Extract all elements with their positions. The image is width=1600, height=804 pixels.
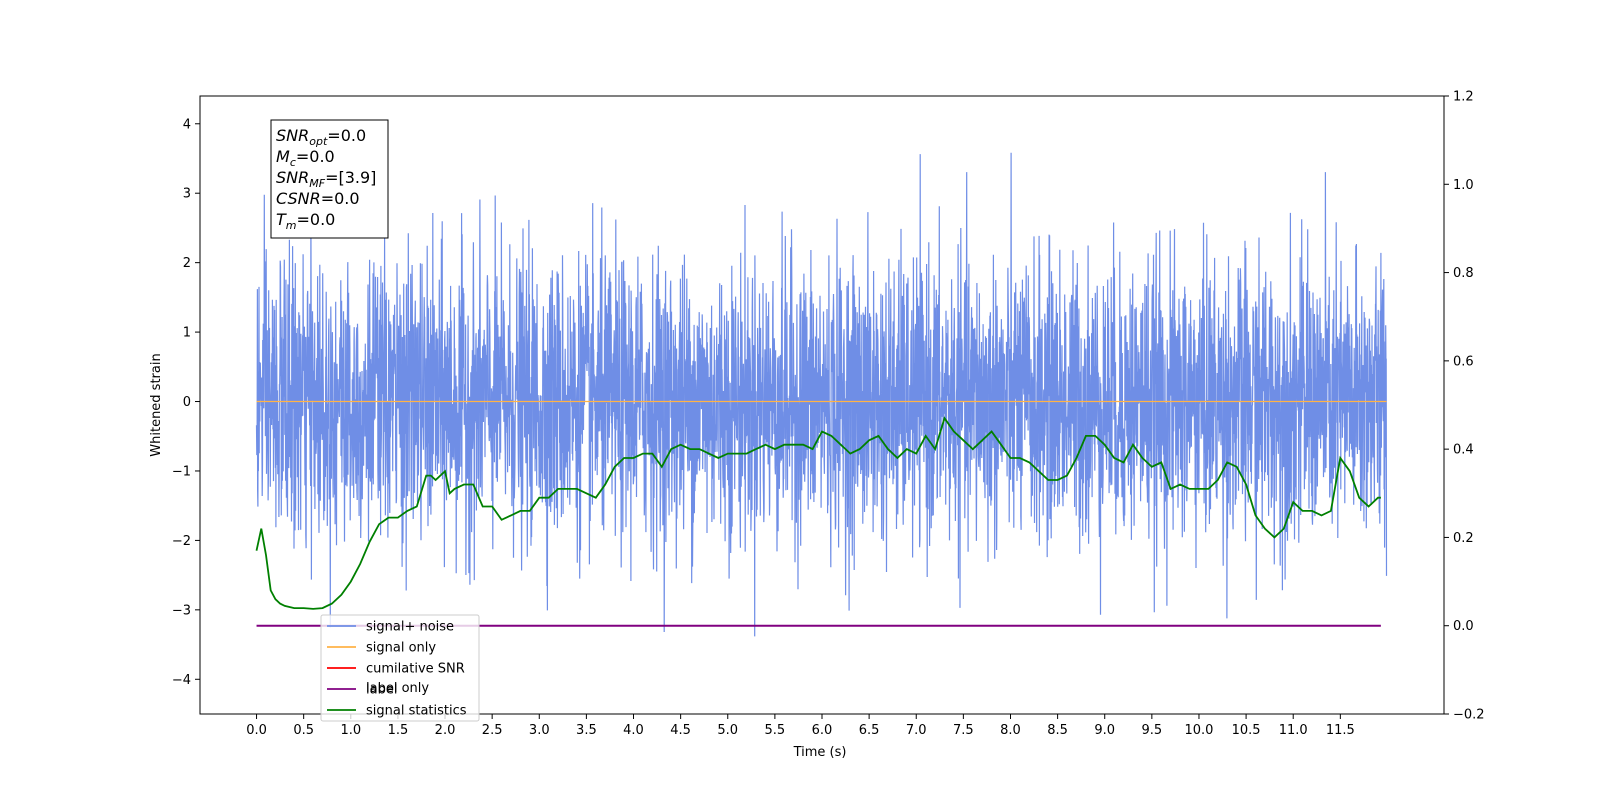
- x-tick-label: 1.0: [340, 723, 361, 738]
- x-tick-label: 6.0: [812, 723, 833, 738]
- legend-entry: label: [366, 683, 397, 698]
- annotation-line: SNRopt=0.0: [276, 126, 366, 148]
- x-tick-label: 2.5: [482, 723, 503, 738]
- y-tick-label: 3: [183, 187, 191, 202]
- x-tick-label: 5.0: [717, 723, 738, 738]
- annotation-line: SNRMF=[3.9]: [276, 168, 376, 190]
- signal-noise-series: [255, 152, 1388, 637]
- legend-overlap-text: label only: [366, 681, 429, 696]
- x-tick-label: 8.0: [1000, 723, 1021, 738]
- x-tick-label: 5.5: [765, 723, 786, 738]
- y2-tick-label: −0.2: [1453, 708, 1485, 723]
- annotation-line: Mc=0.0: [276, 147, 335, 169]
- y-axis-right: −0.2 0.0 0.2 0.4 0.6 0.8 1.0 1.2: [1444, 90, 1485, 723]
- x-tick-label: 7.0: [906, 723, 927, 738]
- annotation-line: Tm=0.0: [276, 210, 335, 232]
- x-tick-label: 11.0: [1279, 723, 1308, 738]
- legend: label only signal+ noise signal only cumila…: [320, 614, 480, 722]
- x-tick-label: 3.5: [576, 723, 597, 738]
- x-tick-label: 11.5: [1326, 723, 1355, 738]
- x-tick-label: 8.5: [1047, 723, 1068, 738]
- y2-tick-label: 0.4: [1453, 443, 1474, 458]
- x-tick-label: 3.0: [529, 723, 550, 738]
- legend-entry: signal+ noise: [366, 620, 454, 635]
- y-tick-label: −1: [172, 464, 191, 479]
- x-tick-label: 0.0: [246, 723, 267, 738]
- y2-tick-label: 1.0: [1453, 178, 1474, 193]
- legend-entry: signal only: [366, 641, 436, 656]
- x-tick-label: 10.0: [1184, 723, 1213, 738]
- signal-statistics-line: [255, 416, 1381, 610]
- y2-tick-label: 1.2: [1453, 90, 1474, 105]
- x-tick-label: 0.5: [293, 723, 314, 738]
- y-axis-label: Whitened strain: [149, 353, 164, 456]
- y-tick-label: 0: [183, 395, 191, 410]
- y-tick-label: 2: [183, 256, 191, 271]
- y-tick-label: −3: [172, 603, 191, 618]
- x-axis-label: Time (s): [793, 745, 847, 760]
- y-tick-label: −2: [172, 534, 191, 549]
- y2-tick-label: 0.2: [1453, 531, 1474, 546]
- x-tick-label: 4.5: [670, 723, 691, 738]
- x-tick-label: 1.5: [388, 723, 409, 738]
- y-tick-label: −4: [172, 673, 191, 688]
- legend-entry: cumilative SNR: [366, 662, 465, 677]
- x-tick-label: 6.5: [859, 723, 880, 738]
- x-tick-label: 7.5: [953, 723, 974, 738]
- signal-noise-line: [255, 152, 1388, 637]
- x-tick-label: 9.0: [1094, 723, 1115, 738]
- y-axis-left: −4 −3 −2 −1 0 1 2 3 4: [172, 117, 200, 688]
- y2-tick-label: 0.8: [1453, 266, 1474, 281]
- x-tick-label: 2.0: [435, 723, 456, 738]
- annotation-line: CSNR=0.0: [276, 189, 360, 208]
- x-tick-label: 10.5: [1232, 723, 1261, 738]
- y2-tick-label: 0.6: [1453, 354, 1474, 369]
- y2-tick-label: 0.0: [1453, 619, 1474, 634]
- legend-frame: [320, 614, 480, 722]
- y-tick-label: 1: [183, 326, 191, 341]
- legend-entry: signal statistics: [366, 704, 467, 719]
- y-tick-label: 4: [183, 117, 191, 132]
- x-tick-label: 4.0: [623, 723, 644, 738]
- x-axis: 0.0 0.5 1.0 1.5 2.0 2.5 3.0 3.5 4.0 4.5 5.0 5.5 6.0 6…: [246, 714, 1355, 738]
- x-tick-label: 9.5: [1142, 723, 1163, 738]
